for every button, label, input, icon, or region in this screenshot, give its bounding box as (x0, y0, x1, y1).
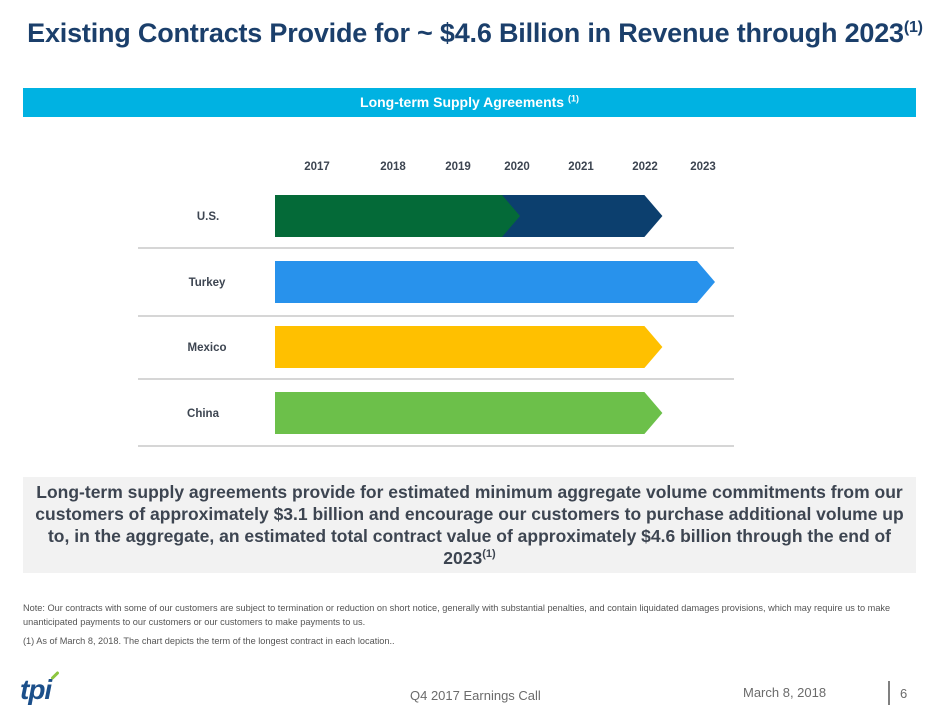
contract-bar-us-0 (275, 195, 520, 237)
year-tick-label: 2022 (632, 161, 658, 173)
slide-title-text: Existing Contracts Provide for ~ $4.6 Bi… (27, 18, 904, 48)
summary-footnote-ref: (1) (482, 548, 496, 561)
page-number: 6 (900, 686, 908, 701)
row-label: Turkey (189, 277, 226, 289)
year-tick-label: 2020 (504, 161, 530, 173)
row-label: China (187, 408, 220, 420)
row-label: Mexico (188, 342, 227, 354)
section-banner: Long-term Supply Agreements (1) (23, 88, 916, 117)
contract-bar-turkey-0 (275, 261, 715, 303)
slide-title: Existing Contracts Provide for ~ $4.6 Bi… (0, 18, 950, 49)
year-tick-label: 2018 (380, 161, 406, 173)
footer-date: March 8, 2018 (743, 685, 827, 700)
footer-event: Q4 2017 Earnings Call (410, 688, 541, 703)
banner-text: Long-term Supply Agreements (360, 94, 565, 110)
tpi-logo: tpi (20, 674, 52, 705)
summary-text: Long-term supply agreements provide for … (35, 482, 904, 568)
contract-bar-china-0 (275, 392, 663, 434)
title-footnote-ref: (1) (903, 19, 923, 36)
summary-box: Long-term supply agreements provide for … (23, 477, 916, 573)
year-tick-label: 2023 (690, 161, 716, 173)
page-divider (888, 681, 890, 705)
footnote-text: (1) As of March 8, 2018. The chart depic… (23, 636, 395, 646)
logo-leaf-icon (50, 670, 60, 681)
timeline-chart: 2017 2018 2019 2020 2021 2022 2023 U.S. Turkey Me… (138, 161, 734, 447)
year-tick-label: 2019 (445, 161, 471, 173)
row-label: U.S. (197, 211, 219, 223)
note-text: Note: Our contracts with some of our cus… (23, 603, 891, 627)
contract-bar-mexico-0 (275, 326, 663, 368)
contract-bar-us-1 (502, 195, 663, 237)
year-tick-label: 2017 (304, 161, 330, 173)
year-tick-label: 2021 (568, 161, 594, 173)
banner-footnote-ref: (1) (567, 93, 579, 104)
